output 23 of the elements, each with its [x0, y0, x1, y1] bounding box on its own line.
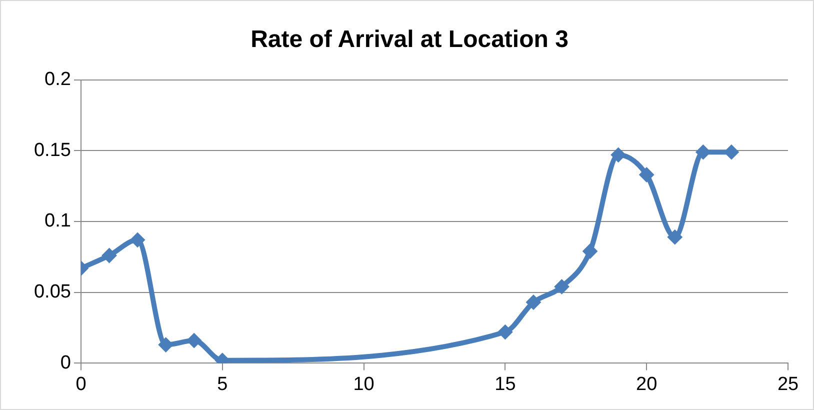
point: [582, 244, 598, 259]
y-tick-label: 0.05: [34, 282, 71, 303]
y-tick-label: 0.1: [44, 210, 71, 232]
chart-title: Rate of Arrival at Location 3: [250, 26, 568, 54]
y-tick-label: 0.2: [44, 69, 71, 90]
point: [667, 230, 682, 245]
point: [639, 167, 654, 182]
y-tick-label: 0: [60, 352, 71, 374]
x-tick-label: 25: [777, 374, 799, 395]
point: [186, 333, 202, 348]
point: [554, 279, 570, 294]
x-tick-label: 5: [217, 374, 228, 395]
point: [610, 147, 626, 162]
x-tick-label: 0: [76, 374, 86, 395]
x-tick-label: 10: [353, 374, 374, 395]
point: [158, 337, 174, 352]
y-tick-label: 0.15: [34, 140, 71, 161]
point: [498, 324, 513, 340]
x-tick-label: 20: [636, 374, 658, 395]
point: [102, 248, 117, 264]
point: [526, 294, 541, 310]
point: [130, 232, 146, 248]
x-tick-label: 15: [494, 374, 516, 395]
